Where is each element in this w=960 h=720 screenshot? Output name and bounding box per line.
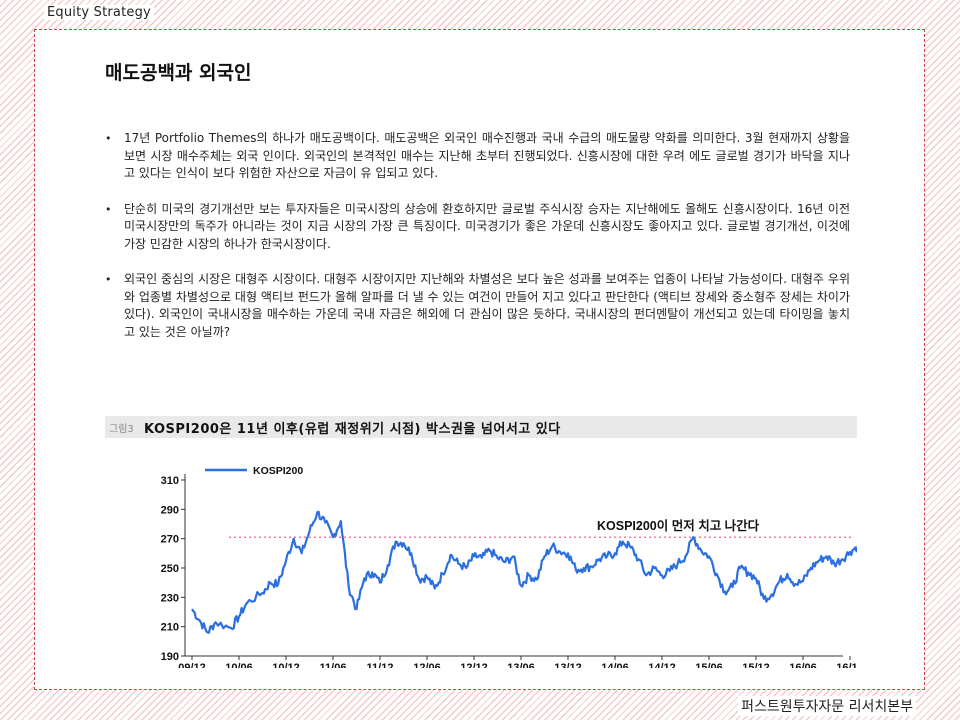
y-tick-label: 190 — [161, 651, 179, 663]
y-tick-label: 250 — [161, 563, 179, 575]
figure-title: KOSPI200은 11년 이후(유럽 재정위기 시점) 박스권을 넘어서고 있… — [144, 422, 561, 437]
x-tick-label: 14/06 — [601, 662, 629, 668]
y-tick-label: 210 — [161, 622, 179, 634]
y-tick-label: 310 — [161, 475, 179, 487]
x-tick-label: 16/12 — [836, 662, 857, 668]
x-tick-label: 12/06 — [413, 662, 441, 668]
x-tick-label: 13/06 — [507, 662, 535, 668]
figure-label: 그림3 — [109, 424, 134, 435]
chart-marks — [191, 510, 875, 634]
x-tick-label: 11/06 — [320, 662, 347, 668]
x-tick-label: 11/12 — [367, 662, 394, 668]
chart-container: 190 210 230 250 270 290 310 09/12 10/06 10/12 11/… — [123, 446, 875, 674]
kospi200-line-chart: 190 210 230 250 270 290 310 09/12 10/06 10/12 11/… — [161, 465, 875, 674]
x-tick-label: 10/06 — [225, 662, 253, 668]
page-title: 매도공백과 외국인 — [105, 62, 252, 84]
x-tick-label: 15/06 — [695, 662, 723, 668]
x-tick-label: 09/12 — [178, 662, 206, 668]
bullet-item: 외국인 중심의 시장은 대형주 시장이다. 대형주 시장이지만 지난해와 차별성… — [105, 271, 850, 341]
y-tick-labels: 190 210 230 250 270 290 310 — [161, 475, 185, 663]
chart-annotation: KOSPI200이 먼저 치고 나간다 — [597, 518, 760, 533]
content-panel: 매도공백과 외국인 17년 Portfolio Themes의 하나가 매도공백… — [34, 29, 925, 690]
x-tick-label: 14/12 — [648, 662, 676, 668]
series-line-kospi200 — [191, 510, 875, 634]
chart-legend: KOSPI200 — [205, 465, 303, 477]
x-tick-label: 10/12 — [272, 662, 300, 668]
bullet-list: 17년 Portfolio Themes의 하나가 매도공백이다. 매도공백은 … — [105, 130, 850, 359]
bullet-item: 단순히 미국의 경기개선만 보는 투자자들은 미국시장의 상승에 환호하지만 글… — [105, 201, 850, 254]
legend-label: KOSPI200 — [253, 465, 303, 477]
y-tick-label: 230 — [161, 592, 179, 604]
x-tick-label: 13/12 — [554, 662, 582, 668]
bullet-item: 17년 Portfolio Themes의 하나가 매도공백이다. 매도공백은 … — [105, 130, 850, 183]
chart-axes — [184, 474, 843, 657]
y-tick-label: 290 — [161, 504, 179, 516]
y-tick-label: 270 — [161, 534, 179, 546]
x-tick-label: 16/06 — [789, 662, 817, 668]
footer-source-label: 퍼스트원투자자문 리서치본부 — [738, 696, 916, 716]
x-tick-label: 15/12 — [742, 662, 770, 668]
x-tick-labels: 09/12 10/06 10/12 11/06 11/12 12/06 12/12 13/06… — [178, 656, 864, 674]
figure-title-strip: 그림3 KOSPI200은 11년 이후(유럽 재정위기 시점) 박스권을 넘어… — [105, 416, 857, 438]
x-tick-label: 12/12 — [460, 662, 488, 668]
section-label: Equity Strategy — [44, 5, 154, 20]
